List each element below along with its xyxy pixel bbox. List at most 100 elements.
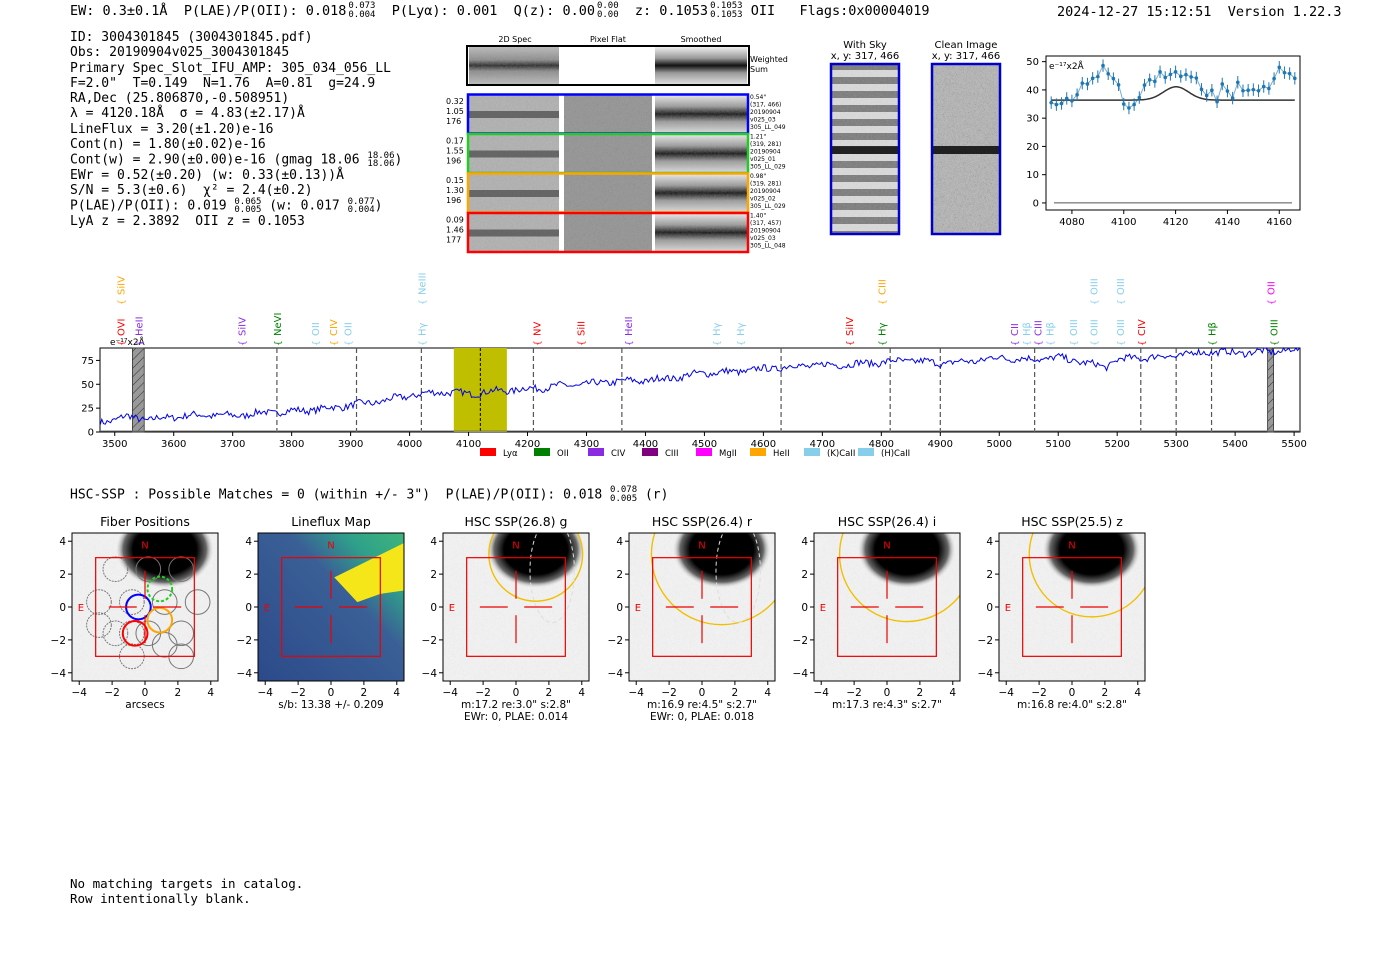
z-line: OII (750, 3, 776, 19)
lineflux-bright-region (334, 543, 404, 603)
fiber-highlight-circle (146, 606, 174, 634)
compass-north: N (512, 541, 519, 552)
hsc-line: HSC-SSP : Possible Matches = 0 (within +… (70, 487, 603, 503)
weighted-label: Weighted (750, 55, 788, 64)
zoom-point (1106, 72, 1111, 76)
spectrum-x-tick: 4300 (574, 439, 599, 450)
hsc-panel-caption-1: m:16.9 re:4.5" s:2.7" (647, 699, 757, 711)
cutout-row-meta: (319, 281) (750, 181, 781, 188)
hsc-x-tick: −2 (475, 687, 490, 699)
hsc-x-tick: 0 (884, 687, 891, 699)
spectrum-x-tick: 3600 (161, 439, 186, 450)
hsc-panel-title: Fiber Positions (100, 514, 190, 529)
hsc-panel-2: N E Lineflux Map −4 −4 −2 −2 0 0 2 2 4 4 s/b: 13.38 +… (237, 514, 405, 711)
line-label-lower-11: Hγ (712, 322, 723, 336)
cutout-row-stat: 1.55 (446, 147, 464, 156)
zoom-point (1101, 63, 1105, 68)
zoom-point (1204, 93, 1209, 98)
cutout-row-stat: 1.30 (446, 186, 464, 195)
info-primary: Primary Spec_Slot_IFU_AMP: 305_034_056_L… (70, 60, 391, 76)
sky-cutouts: With Sky x, y: 317, 466 Clean Image x, y… (829, 40, 1002, 236)
zoom-fit-curve (1051, 86, 1295, 101)
zoom-point (1085, 82, 1090, 86)
hsc-y-tick: 2 (801, 569, 808, 581)
gmag-upper: 18.06 (367, 151, 395, 162)
hsc-x-tick: −4 (71, 687, 87, 699)
fiber-circle (102, 556, 129, 583)
line-label-lower-15: CII (1010, 323, 1021, 336)
spectrum-x-tick: 5400 (1222, 439, 1247, 450)
plae-upper: 0.073 (348, 1, 376, 11)
zoom-point (1287, 71, 1292, 76)
qz-value: Q(z): 0.00 (513, 3, 595, 19)
line-label-brace: { (1046, 340, 1056, 346)
fiber-circle (102, 620, 129, 647)
hsc-panel-caption-2: EWr: 0, PLAE: 0.014 (464, 711, 568, 723)
zoom-point (1235, 80, 1240, 85)
zoom-x-tick: 4080 (1059, 217, 1084, 228)
spectrum-axes (99, 347, 1301, 433)
hsc-y-tick: −2 (422, 635, 437, 647)
spectrum-x-tick: 5100 (1046, 439, 1071, 450)
line-label-upper-4: OIII (1116, 278, 1127, 295)
hsc-x-tick: −2 (104, 687, 119, 699)
cutout-row-meta: 20190904 (750, 228, 781, 235)
fiber-circle (184, 589, 211, 615)
hsc-y-tick: 0 (986, 602, 993, 614)
neighbor-ellipse (529, 533, 575, 624)
legend-label: MgII (719, 449, 737, 459)
hsc-panel-6: N E HSC SSP(25.5) z −4 −4 −2 −2 0 0 2 2 4 4 m:16.8 re… (978, 514, 1146, 711)
line-label-upper-3: OIII (1090, 278, 1101, 295)
timestamp: 2024-12-27 15:12:51 (1057, 4, 1212, 20)
legend-label: HeII (773, 449, 790, 459)
compass-east: E (635, 603, 641, 614)
legend-label: (H)CaII (881, 449, 910, 459)
zoom-point (1178, 74, 1183, 79)
spectrum-flux-line (99, 346, 1300, 426)
spectrum-x-tick: 5000 (987, 439, 1012, 450)
fiber-circle (151, 589, 178, 615)
hsc-y-tick: −2 (978, 635, 993, 647)
line-label-brace: { (135, 340, 145, 346)
hsc-y-tick: 2 (430, 569, 437, 581)
zoom-axes (1045, 55, 1301, 211)
zoom-point (1163, 75, 1168, 80)
spectrum-x-tick: 5500 (1281, 439, 1306, 450)
line-label-lower-3: NeVI (273, 313, 284, 336)
zoom-point (1142, 83, 1147, 87)
footer-line-2: Row intentionally blank. (70, 891, 251, 906)
hsc-y-tick: −4 (793, 668, 809, 680)
zoom-point (1064, 96, 1069, 101)
fiber-highlight-circle (146, 575, 174, 603)
hsc-panel-title: HSC SSP(26.4) i (838, 514, 936, 529)
legend-swatch (858, 448, 874, 456)
info-plae-w-lower: 0.004 (347, 205, 375, 216)
summary-header: EW: 0.3±0.1Å P(LAE)/P(OII): 0.018 0.073 0.… (70, 2, 930, 20)
line-label-lower-20: OIII (1090, 319, 1101, 336)
compass-east: E (1005, 603, 1011, 614)
hsc-panel-4: N E HSC SSP(26.4) r −4 −4 −2 −2 0 0 2 2 4 4 m:16.9 re… (608, 514, 776, 723)
cutout-row-stat: 0.32 (446, 97, 464, 106)
col-smoothed-label: Smoothed (681, 35, 722, 44)
fiber-circle (86, 589, 112, 615)
hsc-panels: N E Fiber Positions −4 −4 −2 −2 0 0 2 2 4 4 arcsecs N E… (51, 514, 1146, 723)
spectrum-x-tick: 3700 (220, 439, 245, 450)
source-blob (115, 533, 214, 588)
zoom-point (1225, 89, 1230, 93)
line-label-lower-7: Hγ (417, 322, 428, 336)
zoom-point (1137, 95, 1142, 100)
legend-swatch (750, 448, 766, 456)
line-label-lower-5: CIV (329, 319, 340, 336)
hsc-x-tick: 2 (546, 687, 553, 699)
cutout-row-stat: 196 (446, 196, 461, 205)
hsc-x-tick: 4 (764, 687, 771, 699)
hsc-panel-caption-1: m:17.2 re:3.0" s:2.8" (461, 699, 571, 711)
cutout-row-stat: 0.09 (446, 216, 464, 225)
hsc-y-tick: −4 (608, 668, 624, 680)
line-label-lower-2: SiIV (238, 317, 249, 336)
fiber-circle (119, 589, 145, 615)
info-lambda: λ = 4120.18Å σ = 4.83(±2.17)Å (70, 106, 305, 122)
legend-swatch (804, 448, 820, 456)
